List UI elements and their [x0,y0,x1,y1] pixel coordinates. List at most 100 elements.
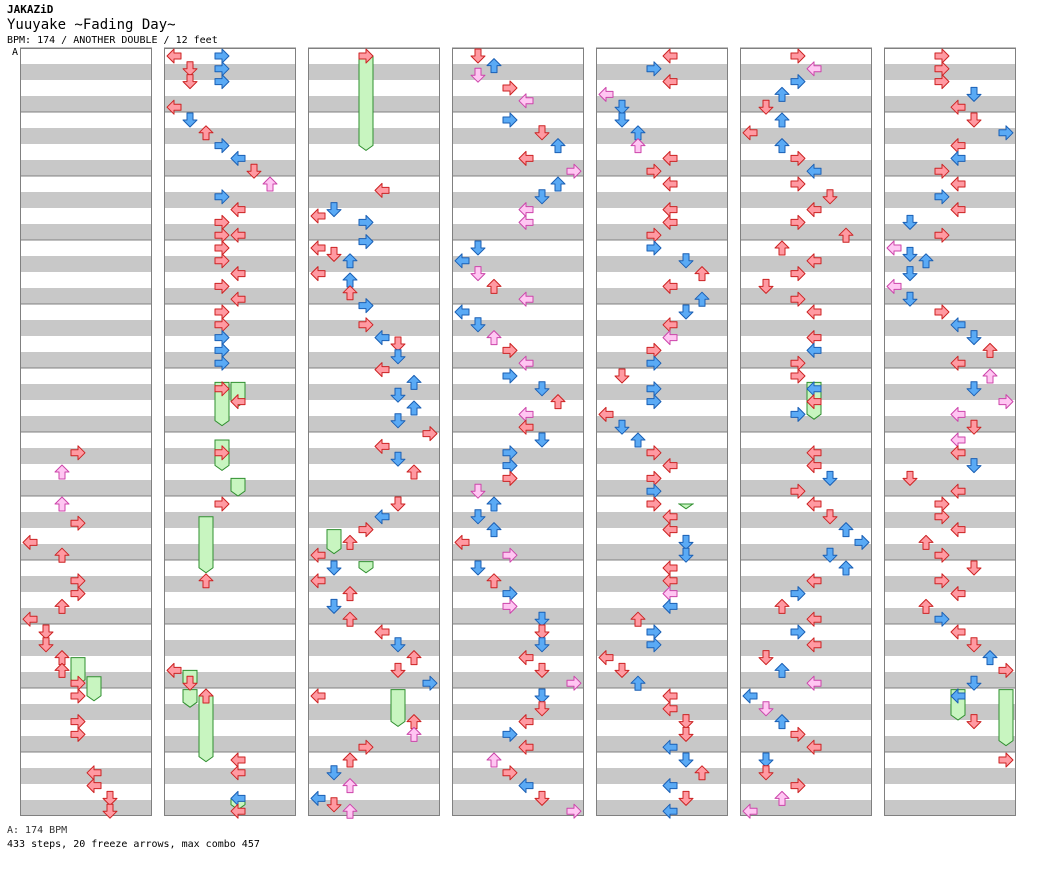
step-arrow [886,240,902,256]
column-border [20,48,152,816]
step-arrow [678,714,694,730]
step-arrow [486,496,502,512]
step-arrow [406,400,422,416]
beat-stripe [452,704,584,720]
step-arrow [518,419,534,435]
step-arrow [374,362,390,378]
chart-column [884,47,1016,816]
step-arrow [630,432,646,448]
step-arrow [774,790,790,806]
beat-stripe [308,608,440,624]
step-arrow [662,176,678,192]
step-arrow [534,189,550,205]
freeze-arrow [326,529,342,555]
step-arrow [470,483,486,499]
step-arrow [534,688,550,704]
step-arrow [534,432,550,448]
step-arrow [918,598,934,614]
beat-stripe [308,640,440,656]
step-arrow [486,278,502,294]
step-arrow [502,368,518,384]
beat-stripe [164,704,296,720]
step-arrow [790,266,806,282]
beat-stripe [884,768,1016,784]
step-arrow [806,637,822,653]
step-arrow [966,637,982,653]
step-arrow [310,790,326,806]
step-arrow [982,368,998,384]
beat-stripe [884,128,1016,144]
beat-stripe [164,384,296,400]
step-arrow [662,74,678,90]
step-arrow [342,534,358,550]
step-arrow [646,496,662,512]
beat-stripe [164,256,296,272]
step-arrow [790,406,806,422]
step-arrow [342,778,358,794]
step-arrow [166,48,182,64]
step-arrow [678,547,694,563]
beat-stripe [884,736,1016,752]
step-arrow [470,266,486,282]
step-arrow [806,61,822,77]
step-arrow [390,662,406,678]
step-arrow [646,394,662,410]
step-arrow [342,586,358,602]
beat-stripe [740,192,872,208]
step-arrow [950,99,966,115]
step-arrow [470,240,486,256]
beat-stripe [20,256,152,272]
step-arrow [950,176,966,192]
step-arrow [358,48,374,64]
step-arrow [902,291,918,307]
step-arrow [774,86,790,102]
beat-stripe [20,800,152,816]
beat-stripe [452,768,584,784]
step-arrow [614,662,630,678]
beat-stripe [164,192,296,208]
step-arrow [950,688,966,704]
column-border [884,48,1016,816]
step-arrow [374,438,390,454]
step-arrow [758,278,774,294]
step-arrow [790,214,806,230]
step-arrow [214,253,230,269]
beat-stripe [740,480,872,496]
step-arrow [694,291,710,307]
freeze-arrow [198,695,214,763]
step-arrow [662,701,678,717]
beat-stripe [740,352,872,368]
beat-stripe [164,512,296,528]
beat-stripe [164,64,296,80]
beat-stripe [596,224,728,240]
step-arrow [806,253,822,269]
step-arrow [918,534,934,550]
step-arrow [806,163,822,179]
step-arrow [646,240,662,256]
step-arrow [534,662,550,678]
beat-stripe [20,320,152,336]
beat-stripe [596,480,728,496]
beat-stripe [20,416,152,432]
step-arrow [982,342,998,358]
beat-stripe [452,672,584,688]
step-arrow [902,470,918,486]
beat-stripe [884,64,1016,80]
step-arrow [406,374,422,390]
beat-stripe [740,512,872,528]
step-arrow [390,451,406,467]
beat-stripe [164,800,296,816]
step-arrow [966,458,982,474]
step-arrow [214,74,230,90]
step-arrow [806,304,822,320]
step-arrow [246,163,262,179]
step-arrow [374,330,390,346]
beat-stripe [740,544,872,560]
step-arrow [966,381,982,397]
beat-stripe [308,576,440,592]
beat-stripe [884,448,1016,464]
step-arrow [886,278,902,294]
beat-stripe [20,96,152,112]
step-arrow [646,355,662,371]
step-arrow [390,637,406,653]
